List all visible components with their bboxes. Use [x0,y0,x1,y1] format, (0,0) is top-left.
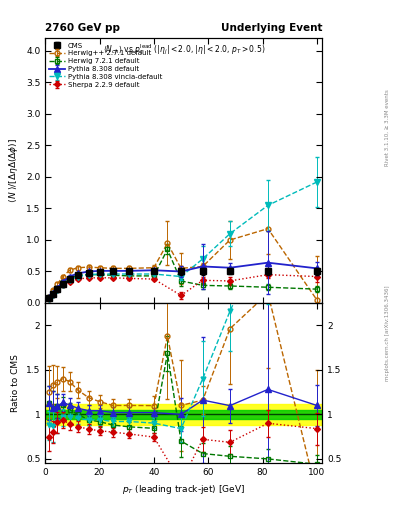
X-axis label: $p_T$ (leading track-jet) [GeV]: $p_T$ (leading track-jet) [GeV] [122,483,245,496]
Legend: CMS, Herwig++ 2.7.1 default, Herwig 7.2.1 default, Pythia 8.308 default, Pythia : CMS, Herwig++ 2.7.1 default, Herwig 7.2.… [47,40,165,90]
Bar [45,403,322,425]
Text: $\langle N_{ch}\rangle$ vs $p_T^{\rm lead}$ ($|\eta_j|<2.0$, $|\eta|<2.0$, $p_T>: $\langle N_{ch}\rangle$ vs $p_T^{\rm lea… [103,42,265,57]
Text: Rivet 3.1.10, ≥ 3.3M events: Rivet 3.1.10, ≥ 3.3M events [385,90,389,166]
Text: mcplots.cern.ch [arXiv:1306.3436]: mcplots.cern.ch [arXiv:1306.3436] [385,285,389,380]
Y-axis label: $\langle\,N\,\rangle/[\Delta\eta\Delta(\Delta\phi)]$: $\langle\,N\,\rangle/[\Delta\eta\Delta(\… [7,138,20,203]
Y-axis label: Ratio to CMS: Ratio to CMS [11,354,20,412]
Text: 2760 GeV pp: 2760 GeV pp [45,23,120,33]
Text: Underlying Event: Underlying Event [221,23,322,33]
Bar [45,410,322,419]
